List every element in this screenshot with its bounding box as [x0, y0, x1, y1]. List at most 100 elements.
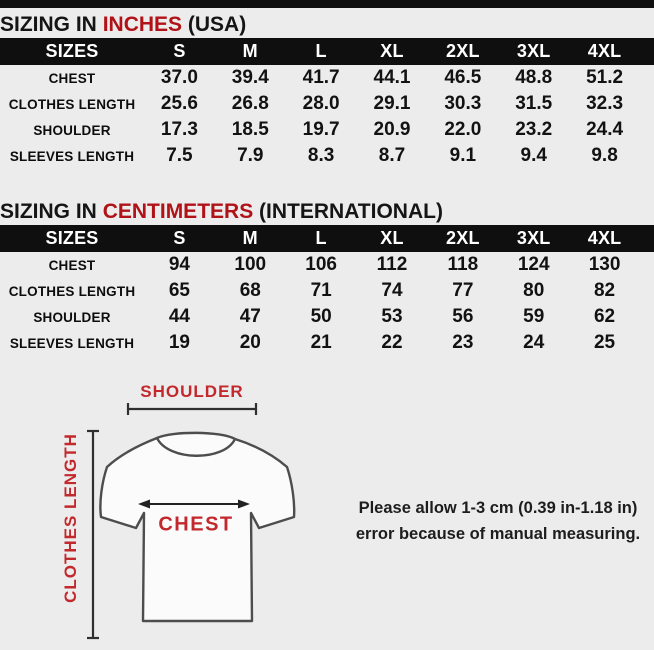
- table-cell: 106: [305, 254, 337, 275]
- column-header: L: [285, 38, 357, 65]
- column-header: 3XL: [498, 38, 570, 65]
- row-label: CHEST: [48, 70, 96, 86]
- title-highlight: CENTIMETERS: [102, 200, 254, 223]
- row-label: CLOTHES LENGTH: [8, 283, 136, 299]
- table-cell: 56: [452, 306, 474, 327]
- table-cell: 23: [452, 332, 474, 353]
- table-cell: 19: [168, 332, 190, 353]
- column-header: S: [144, 225, 215, 252]
- column-header: 4XL: [569, 225, 654, 252]
- table-cell: 25.6: [160, 93, 198, 114]
- clothes-length-measure-line: [87, 429, 99, 640]
- table-cell: 9.8: [591, 145, 618, 166]
- column-header: XL: [356, 225, 428, 252]
- table-cell: 48.8: [515, 67, 553, 88]
- title-highlight: INCHES: [102, 13, 183, 36]
- column-header: 2XL: [427, 38, 499, 65]
- table-cell: 68: [239, 280, 261, 301]
- table-cell: 37.0: [160, 67, 198, 88]
- table-cell: 19.7: [302, 119, 340, 140]
- note-line-1: Please allow 1-3 cm (0.39 in-1.18 in): [358, 499, 638, 517]
- table-cell: 32.3: [586, 93, 624, 114]
- column-header: M: [214, 38, 286, 65]
- column-header: M: [214, 225, 286, 252]
- table-cell: 71: [310, 280, 332, 301]
- column-header: S: [144, 38, 215, 65]
- table-cell: 50: [310, 306, 332, 327]
- row-label: SLEEVES LENGTH: [9, 335, 135, 351]
- table-cell: 20: [239, 332, 261, 353]
- table-cell: 59: [523, 306, 545, 327]
- chest-arrow: [138, 499, 250, 509]
- table-cell: 44: [168, 306, 190, 327]
- table-cell: 82: [593, 280, 616, 301]
- top-divider-bar: [0, 0, 654, 8]
- table-cell: 74: [381, 280, 403, 301]
- shoulder-measure-line: [126, 403, 258, 415]
- column-header: 4XL: [569, 38, 654, 65]
- table-cell: 18.5: [231, 119, 269, 140]
- measurement-diagram: SHOULDER CLOTHES LENGTH CHEST Please all…: [0, 356, 654, 650]
- table-cell: 8.3: [307, 145, 335, 166]
- row-label: CHEST: [48, 257, 96, 273]
- table-cell: 44.1: [373, 67, 411, 88]
- table-cell: 24.4: [586, 119, 624, 140]
- table-cell: 65: [168, 280, 190, 301]
- table-cell: 9.4: [520, 145, 547, 166]
- table-cell: 9.1: [449, 145, 477, 166]
- table-cell: 25: [593, 332, 616, 353]
- title-suffix: (USA): [182, 13, 247, 36]
- title-prefix: SIZING IN: [0, 200, 103, 223]
- inches-size-table: SIZES S M L XL 2XL 3XL 4XL CHEST 37.0 39…: [0, 38, 654, 169]
- title-prefix: SIZING IN: [0, 13, 103, 36]
- table-cell: 41.7: [302, 67, 340, 88]
- table-cell: 100: [234, 254, 267, 275]
- table-cell: 118: [447, 254, 479, 275]
- centimeters-table-title: SIZING IN CENTIMETERS (INTERNATIONAL): [0, 198, 654, 225]
- column-header: 3XL: [498, 225, 570, 252]
- inches-table-title: SIZING IN INCHES (USA): [0, 11, 654, 38]
- table-cell: 31.5: [515, 93, 553, 114]
- table-cell: 124: [517, 254, 550, 275]
- column-header: L: [285, 225, 357, 252]
- title-suffix: (INTERNATIONAL): [253, 200, 443, 223]
- table-cell: 53: [381, 306, 403, 327]
- table-cell: 29.1: [373, 93, 411, 114]
- table-cell: 112: [376, 254, 408, 275]
- table-cell: 8.7: [378, 145, 406, 166]
- centimeters-size-table: SIZES S M L XL 2XL 3XL 4XL CHEST 94 100 …: [0, 225, 654, 356]
- clothes-length-diagram-label: CLOTHES LENGTH: [61, 433, 80, 603]
- table-cell: 28.0: [302, 93, 340, 114]
- table-cell: 47: [239, 306, 261, 327]
- table-cell: 7.5: [166, 145, 193, 166]
- table-cell: 51.2: [586, 67, 624, 88]
- table-cell: 23.2: [515, 119, 553, 140]
- table-cell: 30.3: [444, 93, 482, 114]
- row-label: SHOULDER: [33, 122, 111, 138]
- table-cell: 80: [523, 280, 545, 301]
- column-header: XL: [356, 38, 428, 65]
- table-cell: 62: [593, 306, 616, 327]
- table-cell: 26.8: [231, 93, 269, 114]
- table-cell: 20.9: [373, 119, 411, 140]
- table-cell: 21: [310, 332, 332, 353]
- table-cell: 7.9: [237, 145, 264, 166]
- table-cell: 39.4: [231, 67, 269, 88]
- collar-line: [155, 436, 237, 457]
- row-label: CLOTHES LENGTH: [8, 96, 136, 112]
- column-header: 2XL: [427, 225, 499, 252]
- tshirt-outline: [99, 431, 296, 623]
- row-label: SHOULDER: [33, 309, 111, 325]
- table-cell: 24: [523, 332, 545, 353]
- shoulder-diagram-label: SHOULDER: [140, 382, 244, 401]
- table-cell: 130: [588, 254, 621, 275]
- table-cell: 94: [168, 254, 190, 275]
- chest-diagram-label: CHEST: [158, 513, 234, 536]
- table-cell: 22: [381, 332, 403, 353]
- row-label: SLEEVES LENGTH: [9, 148, 135, 164]
- note-line-2: error because of manual measuring.: [355, 525, 641, 543]
- measuring-error-note: Please allow 1-3 cm (0.39 in-1.18 in) er…: [352, 495, 644, 547]
- tshirt-diagram-drawing: [87, 403, 296, 640]
- column-header: SIZES: [0, 225, 144, 252]
